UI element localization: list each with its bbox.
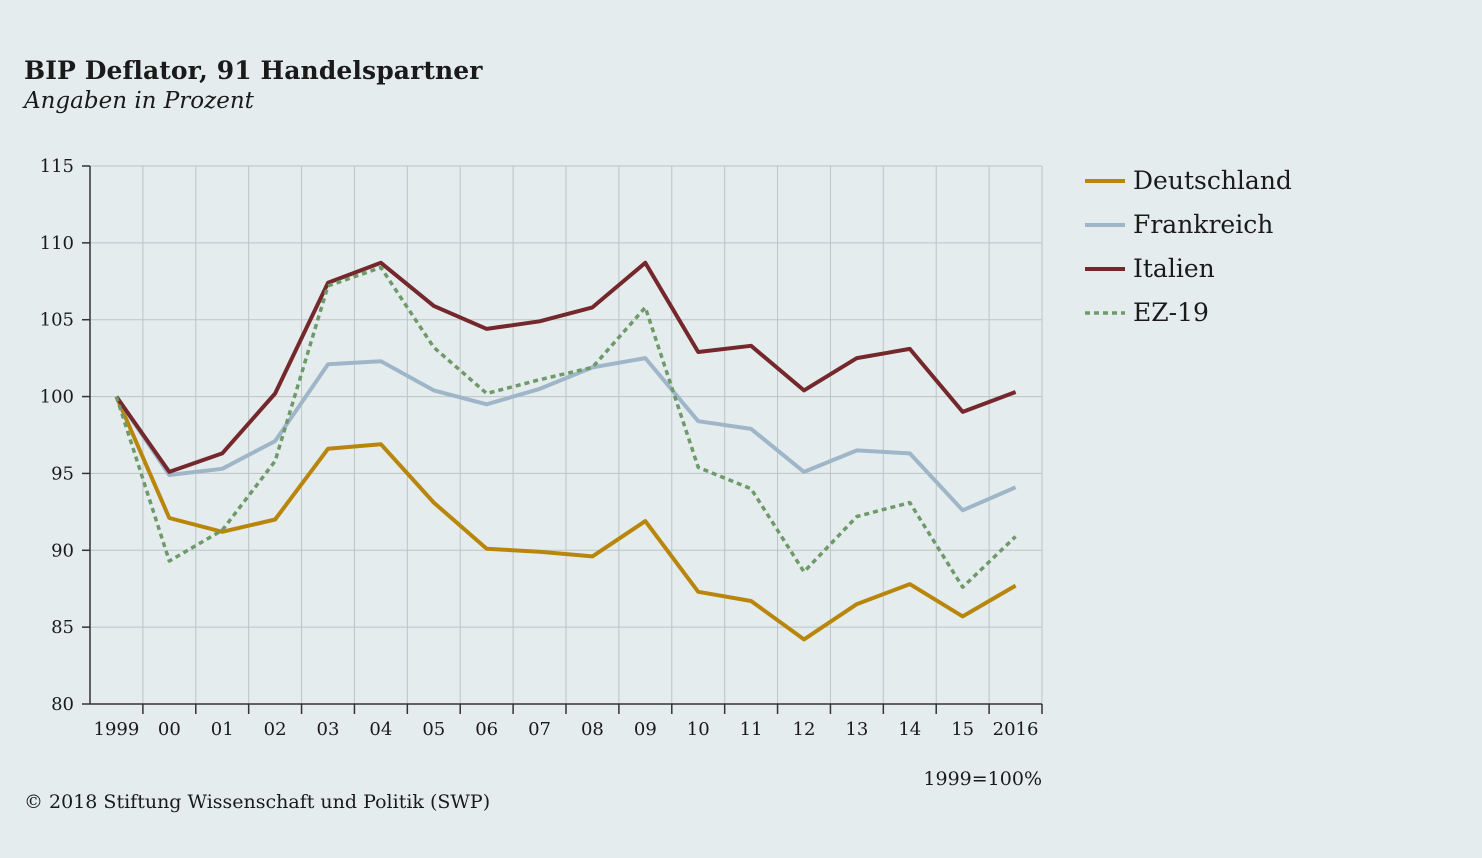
series-line-deutschland [114,395,1017,642]
axes: 80 85 90 95 100 105 110 115 1999 00 01 02 03 04 05 06 07… [40,156,1043,740]
x-tick-label: 09 [634,719,657,740]
series-lines [114,260,1017,642]
x-tick-label: 06 [475,719,498,740]
x-tick-label: 03 [317,719,340,740]
base-year-note: 1999=100% [923,768,1042,790]
legend-label-ez-19: EZ-19 [1133,298,1209,327]
y-tick-label: 105 [40,310,74,331]
x-tick-label: 07 [528,719,551,740]
x-tick-label: 08 [581,719,604,740]
y-tick-label: 110 [40,233,74,254]
legend: Deutschland Frankreich Italien EZ-19 [1085,166,1292,327]
copyright-text: © 2018 Stiftung Wissenschaft und Politik… [24,791,491,813]
x-tick-label: 02 [264,719,287,740]
x-tick-label: 11 [740,719,763,740]
x-tick-label: 15 [951,719,974,740]
legend-label-italien: Italien [1133,254,1215,283]
x-tick-label: 12 [793,719,816,740]
series-line-ez-19 [114,265,1017,589]
x-tick-label: 2016 [993,719,1039,740]
legend-label-frankreich: Frankreich [1133,210,1273,239]
chart-subtitle: Angaben in Prozent [24,88,254,114]
x-tick-label: 10 [687,719,710,740]
x-tick-label: 01 [211,719,234,740]
y-tick-label: 115 [40,156,74,177]
y-tick-label: 95 [51,463,74,484]
x-tick-label: 1999 [94,719,140,740]
chart-title: BIP Deflator, 91 Handelspartner [24,56,483,85]
legend-label-deutschland: Deutschland [1133,166,1292,195]
y-tick-label: 90 [51,540,74,561]
x-tick-label: 13 [845,719,868,740]
series-line-frankreich [114,356,1017,513]
y-tick-label: 100 [40,387,74,408]
x-tick-label: 14 [898,719,921,740]
x-tick-label: 04 [369,719,392,740]
y-tick-label: 85 [51,617,74,638]
y-tick-label: 80 [51,694,74,715]
x-tick-label: 00 [158,719,181,740]
series-line-italien [114,260,1017,474]
x-tick-label: 05 [422,719,445,740]
grid [90,165,1043,704]
